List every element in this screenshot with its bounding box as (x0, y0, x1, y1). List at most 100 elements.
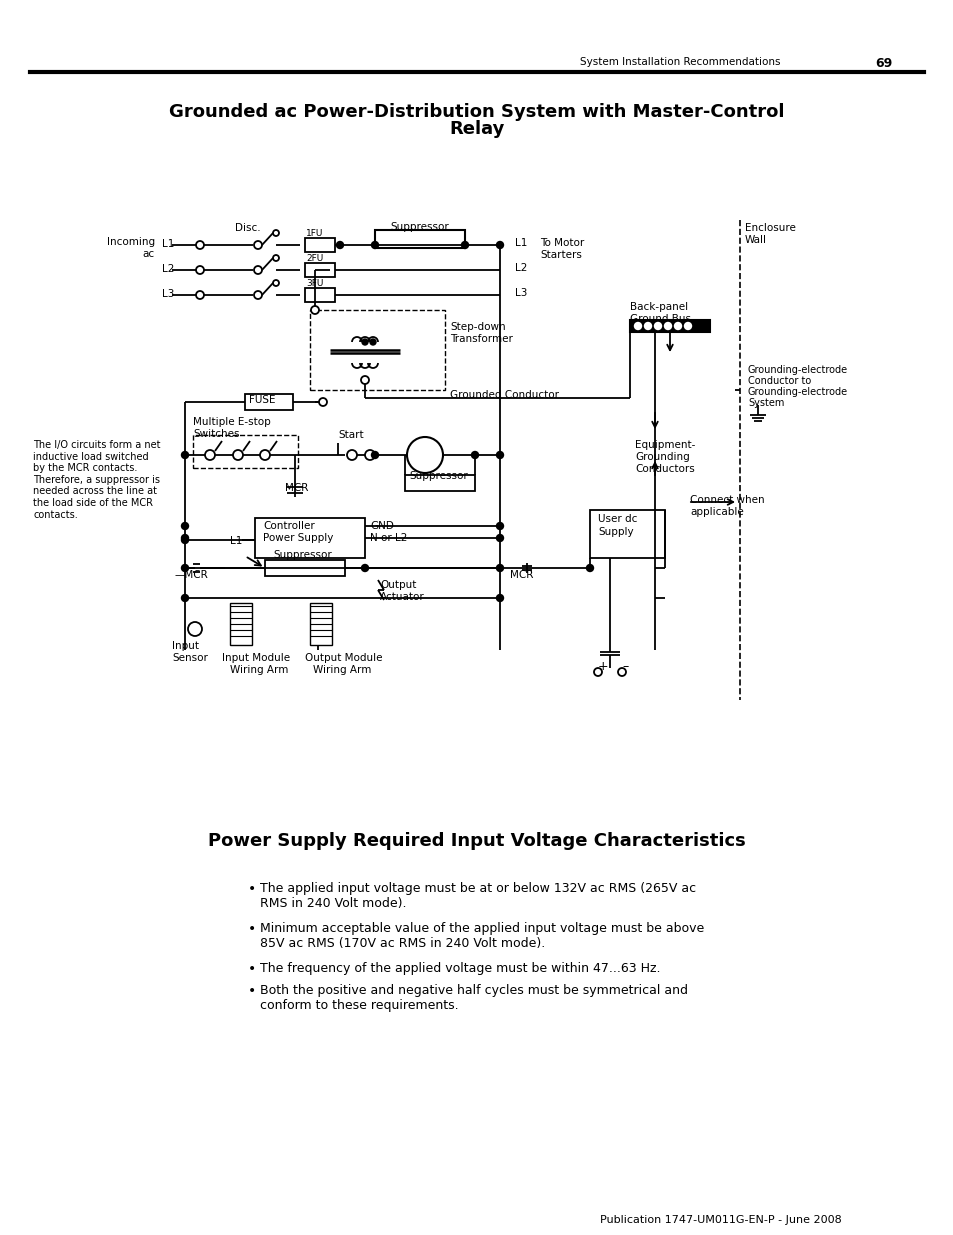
Text: L2: L2 (162, 264, 174, 274)
Text: Suppressor: Suppressor (390, 222, 448, 232)
Circle shape (195, 266, 204, 274)
Text: System: System (747, 398, 783, 408)
Text: •: • (248, 923, 256, 936)
Text: Conductor to: Conductor to (747, 375, 810, 387)
Text: –: – (621, 659, 628, 673)
Circle shape (181, 564, 189, 572)
Circle shape (260, 450, 270, 459)
Circle shape (181, 535, 189, 541)
Bar (305, 238, 335, 252)
Text: Power Supply Required Input Voltage Characteristics: Power Supply Required Input Voltage Char… (208, 832, 745, 850)
Circle shape (496, 522, 503, 530)
Circle shape (496, 594, 503, 601)
Circle shape (360, 375, 369, 384)
Text: L1: L1 (230, 536, 242, 546)
Text: ac: ac (143, 249, 154, 259)
Circle shape (371, 242, 378, 248)
Bar (589, 510, 664, 558)
Text: Suppressor: Suppressor (409, 471, 467, 480)
Circle shape (347, 450, 356, 459)
Circle shape (188, 622, 202, 636)
Text: Ground Bus: Ground Bus (629, 314, 690, 324)
Text: The frequency of the applied voltage must be within 47...63 Hz.: The frequency of the applied voltage mus… (260, 962, 659, 974)
Text: Grounding-electrode: Grounding-electrode (747, 387, 847, 396)
Text: Sensor: Sensor (172, 653, 208, 663)
Text: Equipment-: Equipment- (635, 440, 695, 450)
Bar (254, 517, 365, 558)
Circle shape (311, 306, 318, 314)
Bar (310, 310, 444, 390)
Circle shape (586, 564, 593, 572)
Text: •: • (248, 984, 256, 998)
Circle shape (361, 564, 368, 572)
Circle shape (644, 322, 651, 330)
Circle shape (336, 242, 343, 248)
Text: MCR: MCR (415, 450, 438, 459)
Circle shape (318, 398, 327, 406)
Text: Transformer: Transformer (450, 333, 513, 345)
Text: Output Module: Output Module (305, 653, 382, 663)
Circle shape (684, 322, 691, 330)
Circle shape (496, 535, 503, 541)
Circle shape (181, 594, 189, 601)
Text: Conductors: Conductors (635, 464, 694, 474)
Text: MCR: MCR (510, 571, 533, 580)
Text: Step-down: Step-down (450, 322, 505, 332)
Text: RMS in 240 Volt mode).: RMS in 240 Volt mode). (260, 897, 406, 910)
Bar (245, 394, 293, 410)
Text: N or L2: N or L2 (370, 534, 407, 543)
Bar (310, 603, 332, 645)
Circle shape (471, 452, 478, 458)
Circle shape (253, 291, 262, 299)
Text: The applied input voltage must be at or below 132V ac RMS (265V ac: The applied input voltage must be at or … (260, 882, 696, 895)
Circle shape (273, 254, 278, 261)
Text: 1FU: 1FU (306, 228, 323, 238)
Text: L2: L2 (515, 263, 527, 273)
Text: Incoming: Incoming (107, 237, 154, 247)
Text: Input: Input (172, 641, 199, 651)
Text: Grounding-electrode: Grounding-electrode (747, 366, 847, 375)
Text: Wiring Arm: Wiring Arm (313, 664, 371, 676)
Circle shape (664, 322, 671, 330)
Text: Enclosure: Enclosure (744, 224, 795, 233)
Circle shape (195, 241, 204, 249)
Text: L3: L3 (162, 289, 174, 299)
Text: L1: L1 (162, 240, 174, 249)
Text: Wiring Arm: Wiring Arm (230, 664, 288, 676)
Bar (405, 475, 475, 492)
Circle shape (195, 291, 204, 299)
Text: Grounded ac Power-Distribution System with Master-Control: Grounded ac Power-Distribution System wi… (169, 103, 784, 121)
Text: Actuator: Actuator (379, 592, 424, 601)
Text: 85V ac RMS (170V ac RMS in 240 Volt mode).: 85V ac RMS (170V ac RMS in 240 Volt mode… (260, 937, 545, 950)
Circle shape (496, 452, 503, 458)
Text: 2FU: 2FU (306, 254, 323, 263)
Text: +: + (598, 659, 608, 673)
Text: •: • (248, 882, 256, 897)
Circle shape (370, 338, 375, 345)
Circle shape (181, 536, 189, 543)
Text: Back-panel: Back-panel (629, 303, 687, 312)
Circle shape (371, 452, 378, 458)
Bar (265, 559, 345, 576)
Circle shape (654, 322, 660, 330)
Text: Controller: Controller (263, 521, 314, 531)
Text: Relay: Relay (449, 120, 504, 138)
Text: Publication 1747-UM011G-EN-P - June 2008: Publication 1747-UM011G-EN-P - June 2008 (599, 1215, 841, 1225)
Text: MCR: MCR (285, 483, 308, 493)
Text: To Motor: To Motor (539, 238, 583, 248)
Circle shape (674, 322, 680, 330)
Text: Connect when: Connect when (689, 495, 763, 505)
Bar (305, 288, 335, 303)
Text: Starters: Starters (539, 249, 581, 261)
Text: The I/O circuits form a net
inductive load switched
by the MCR contacts.
Therefo: The I/O circuits form a net inductive lo… (33, 440, 160, 520)
Text: 69: 69 (874, 57, 891, 70)
Text: System Installation Recommendations: System Installation Recommendations (579, 57, 780, 67)
Bar (305, 263, 335, 277)
Bar (230, 603, 252, 645)
Text: •: • (248, 962, 256, 976)
Circle shape (407, 437, 442, 473)
Circle shape (205, 450, 214, 459)
Circle shape (273, 230, 278, 236)
Text: Suppressor: Suppressor (273, 550, 332, 559)
Text: Multiple E-stop: Multiple E-stop (193, 417, 271, 427)
